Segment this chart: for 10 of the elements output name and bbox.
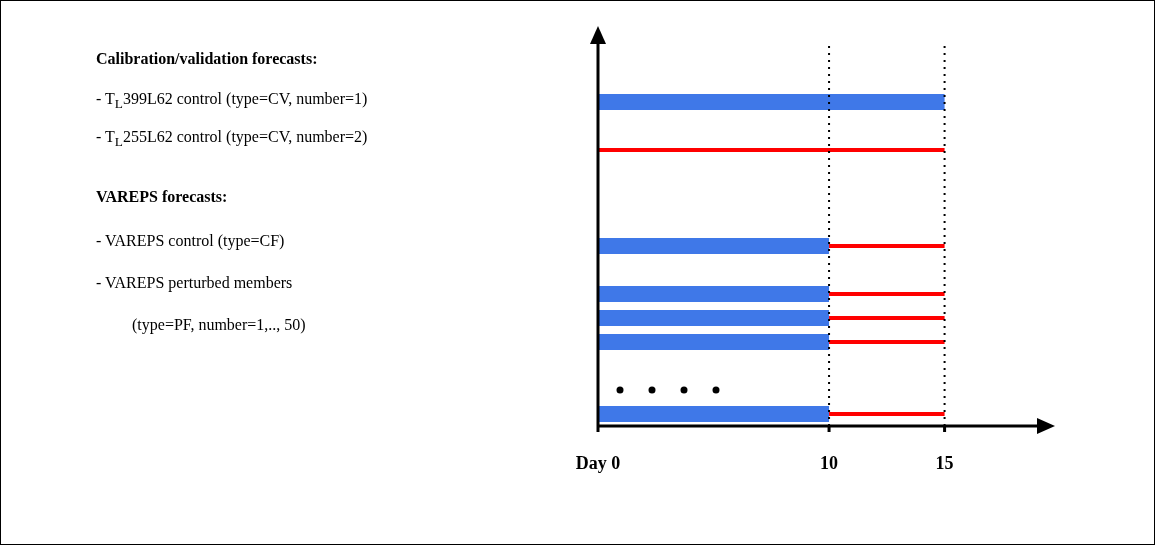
text: (type=PF, number=1,.., 50) — [132, 316, 306, 334]
x-tick-label: 15 — [935, 452, 954, 473]
text: - VAREPS control (type=CF) — [96, 232, 285, 250]
x-tick-label: Day 0 — [575, 452, 621, 473]
x-tick-label: 10 — [820, 452, 839, 473]
text: - T$_{L}$399L62 control (type=CV, number=1) — [96, 90, 368, 113]
text: - VAREPS perturbed members — [96, 274, 293, 292]
text: - T$_{L}$255L62 control (type=CV, number=2) — [96, 128, 368, 151]
text: VAREPS forecasts: — [96, 188, 228, 206]
text: Calibration/validation forecasts: — [96, 50, 318, 68]
